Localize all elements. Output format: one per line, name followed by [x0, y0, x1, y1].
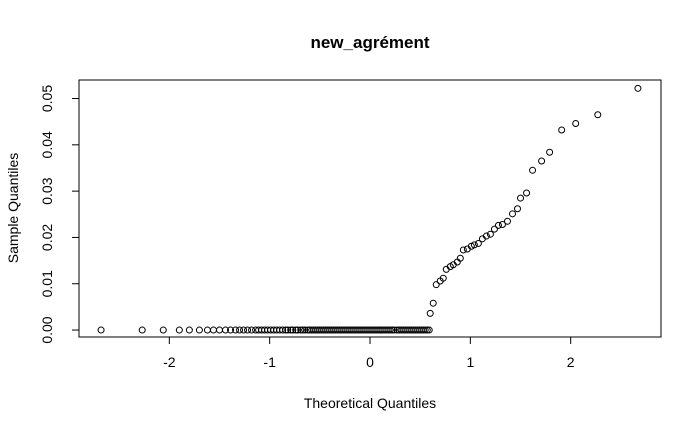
y-tick-label: 0.04: [39, 131, 55, 158]
y-tick-label: 0.03: [39, 177, 55, 204]
data-point: [432, 281, 440, 289]
data-point: [482, 232, 490, 240]
data-points: [97, 84, 642, 334]
data-point: [517, 194, 525, 202]
data-point: [294, 326, 302, 334]
data-point: [388, 326, 396, 334]
data-point: [299, 326, 307, 334]
data-point: [97, 326, 105, 334]
y-tick-label: 0.02: [39, 224, 55, 251]
data-point: [240, 326, 248, 334]
data-point: [215, 326, 223, 334]
data-point: [470, 241, 478, 249]
x-tick-label: -1: [263, 354, 276, 370]
data-point: [558, 126, 566, 134]
data-point: [289, 326, 297, 334]
data-point: [594, 111, 602, 119]
x-axis-label: Theoretical Quantiles: [304, 395, 436, 411]
data-point: [429, 299, 437, 307]
y-tick-label: 0.05: [39, 85, 55, 112]
x-axis: -2 -1 0 1 2: [163, 336, 575, 370]
data-point: [421, 326, 429, 334]
y-axis: 0.00 0.01 0.02 0.03 0.04 0.05: [39, 85, 80, 344]
data-point: [439, 274, 447, 282]
data-point: [159, 326, 167, 334]
data-point: [292, 326, 300, 334]
data-point: [503, 217, 511, 225]
data-point: [138, 326, 146, 334]
data-point: [297, 326, 305, 334]
data-point: [425, 326, 433, 334]
data-point: [494, 221, 502, 229]
data-point: [498, 220, 506, 228]
x-tick-label: -2: [163, 354, 176, 370]
data-point: [508, 210, 516, 218]
data-point: [248, 326, 256, 334]
data-point: [244, 326, 252, 334]
data-point: [287, 326, 295, 334]
data-point: [185, 326, 193, 334]
data-point: [386, 326, 394, 334]
data-point: [459, 246, 467, 254]
y-tick-label: 0.00: [39, 316, 55, 343]
data-point: [284, 326, 292, 334]
chart-title: new_agrément: [310, 33, 429, 52]
data-point: [523, 189, 531, 197]
data-point: [390, 326, 398, 334]
y-axis-label: Sample Quantiles: [5, 153, 21, 264]
y-tick-label: 0.01: [39, 270, 55, 297]
x-tick-label: 1: [466, 354, 474, 370]
x-tick-label: 0: [366, 354, 374, 370]
data-point: [572, 120, 580, 128]
data-point: [423, 326, 431, 334]
data-point: [279, 326, 287, 334]
data-point: [634, 84, 642, 92]
data-point: [209, 326, 217, 334]
data-point: [426, 309, 434, 317]
data-point: [175, 326, 183, 334]
x-tick-label: 2: [567, 354, 575, 370]
data-point: [195, 326, 203, 334]
data-point: [203, 326, 211, 334]
data-point: [486, 230, 494, 238]
data-point: [232, 326, 240, 334]
plot-frame: [78, 79, 662, 338]
data-point: [546, 148, 554, 156]
data-point: [514, 205, 522, 213]
data-point: [227, 326, 235, 334]
data-point: [236, 326, 244, 334]
data-point: [222, 326, 230, 334]
data-point: [529, 166, 537, 174]
data-point: [456, 254, 464, 262]
data-point: [301, 326, 309, 334]
data-point: [282, 326, 290, 334]
data-point: [490, 225, 498, 233]
data-point: [474, 239, 482, 247]
data-point: [538, 157, 546, 165]
